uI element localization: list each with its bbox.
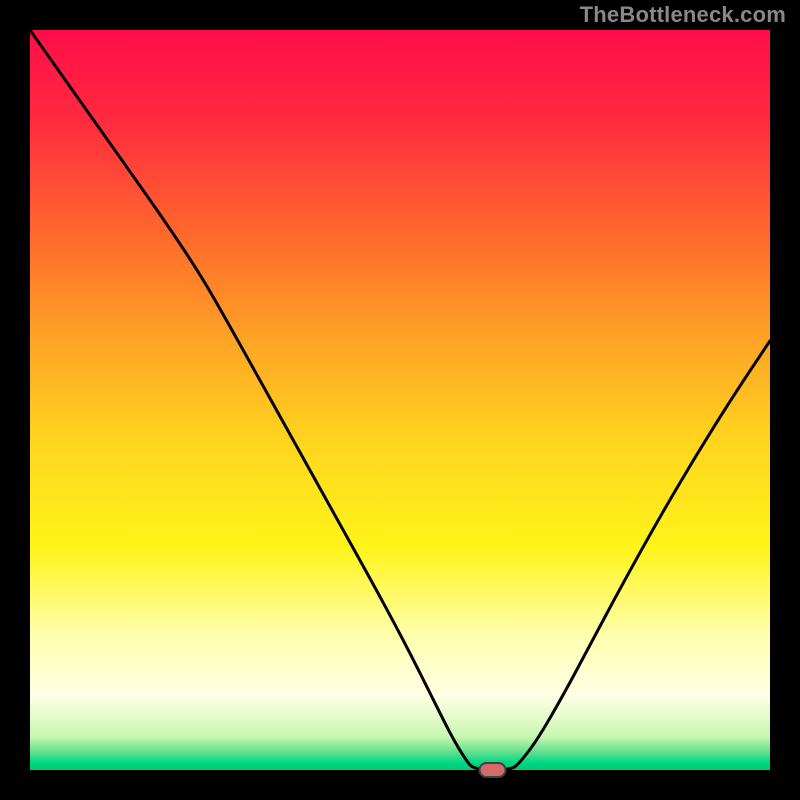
- watermark-text: TheBottleneck.com: [580, 2, 786, 28]
- chart-frame: TheBottleneck.com: [0, 0, 800, 800]
- plot-background: [30, 30, 770, 770]
- chart-svg: [0, 0, 800, 800]
- optimal-marker: [480, 763, 506, 777]
